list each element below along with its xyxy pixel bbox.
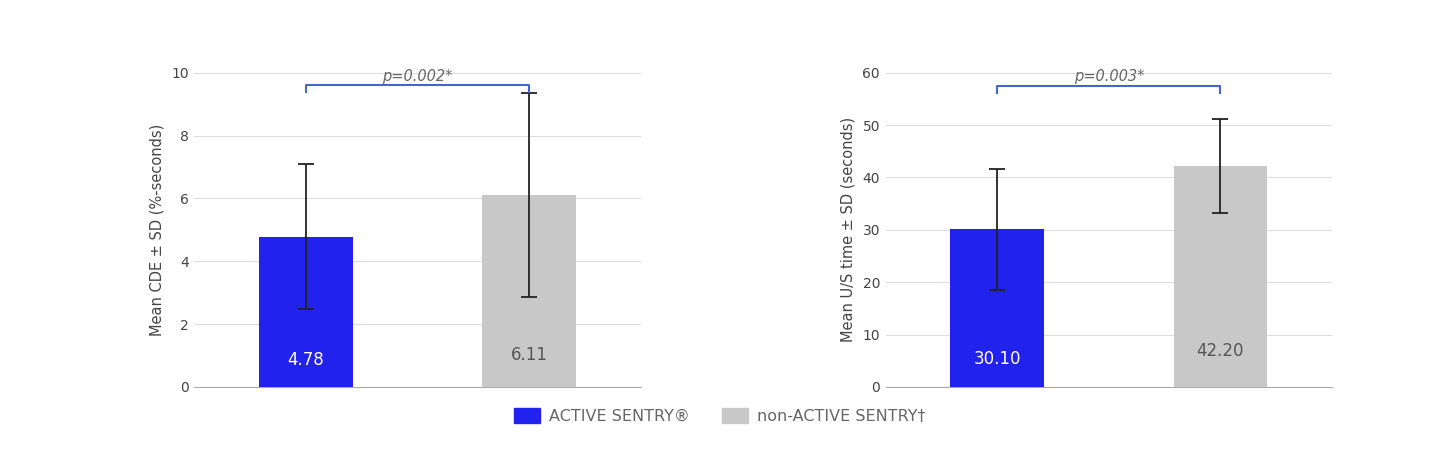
- Bar: [1174, 166, 1267, 387]
- Bar: [259, 237, 353, 387]
- Bar: [482, 195, 576, 387]
- Text: 42.20: 42.20: [1197, 342, 1244, 360]
- Legend: ACTIVE SENTRY®, non-ACTIVE SENTRY†: ACTIVE SENTRY®, non-ACTIVE SENTRY†: [508, 401, 932, 431]
- Bar: [950, 229, 1044, 387]
- Y-axis label: Mean CDE ± SD (%-seconds): Mean CDE ± SD (%-seconds): [150, 124, 164, 336]
- Text: 4.78: 4.78: [288, 351, 324, 369]
- Y-axis label: Mean U/S time ± SD (seconds): Mean U/S time ± SD (seconds): [841, 117, 855, 342]
- Text: 30.10: 30.10: [973, 350, 1021, 368]
- Text: p=0.003*: p=0.003*: [1074, 69, 1143, 84]
- Text: p=0.002*: p=0.002*: [383, 68, 452, 83]
- Text: 6.11: 6.11: [511, 346, 547, 364]
